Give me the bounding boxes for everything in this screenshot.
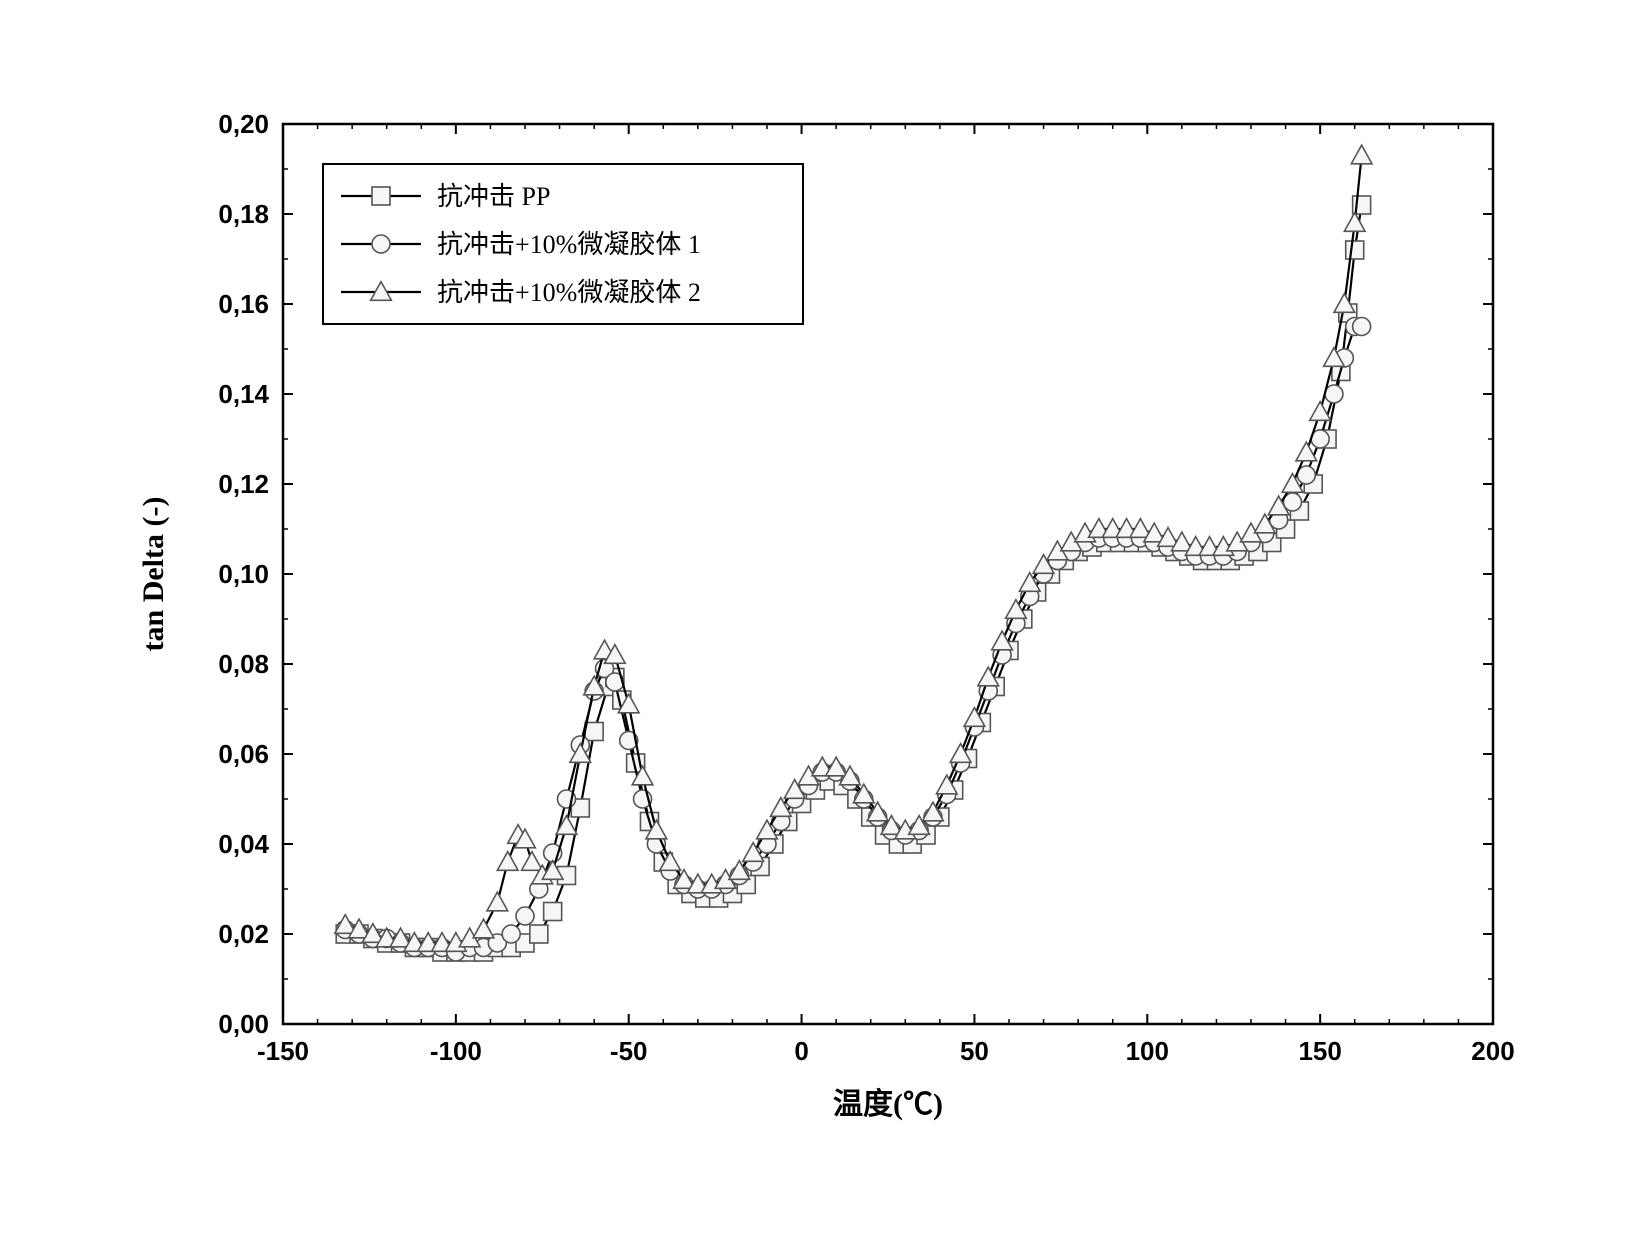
x-axis-label: 温度(℃) (833, 1088, 943, 1121)
x-tick-label: 150 (1298, 1036, 1341, 1066)
legend: 抗冲击 PP 抗冲击+10%微凝胶体 1 抗冲击+10%微凝胶体 2 (323, 164, 803, 324)
y-tick-label: 0,16 (218, 289, 269, 319)
y-tick-label: 0,18 (218, 199, 269, 229)
chart-container: -150 -100 -50 0 50 100 150 200 0,00 0,02 0,04 0,06 0… (63, 54, 1563, 1204)
x-tick-label: 0 (794, 1036, 808, 1066)
chart-svg: -150 -100 -50 0 50 100 150 200 0,00 0,02 0,04 0,06 0… (63, 54, 1563, 1204)
y-tick-label: 0,00 (218, 1009, 269, 1039)
x-tick-label: 200 (1471, 1036, 1514, 1066)
legend-item-label: 抗冲击 PP (437, 182, 550, 211)
legend-item-label: 抗冲击+10%微凝胶体 1 (437, 230, 701, 259)
y-tick-label: 0,06 (218, 739, 269, 769)
y-tick-label: 0,12 (218, 469, 269, 499)
x-tick-label: -150 (257, 1036, 309, 1066)
y-axis-label: tan Delta (-) (137, 497, 170, 652)
x-tick-label: 50 (960, 1036, 989, 1066)
x-tick-label: 100 (1126, 1036, 1169, 1066)
y-tick-label: 0,02 (218, 919, 269, 949)
y-tick-label: 0,20 (218, 109, 269, 139)
y-tick-label: 0,14 (218, 379, 269, 409)
y-tick-label: 0,04 (218, 829, 269, 859)
x-tick-label: -100 (430, 1036, 482, 1066)
x-tick-label: -50 (610, 1036, 648, 1066)
y-tick-label: 0,10 (218, 559, 269, 589)
y-tick-label: 0,08 (218, 649, 269, 679)
legend-item-label: 抗冲击+10%微凝胶体 2 (437, 278, 701, 307)
